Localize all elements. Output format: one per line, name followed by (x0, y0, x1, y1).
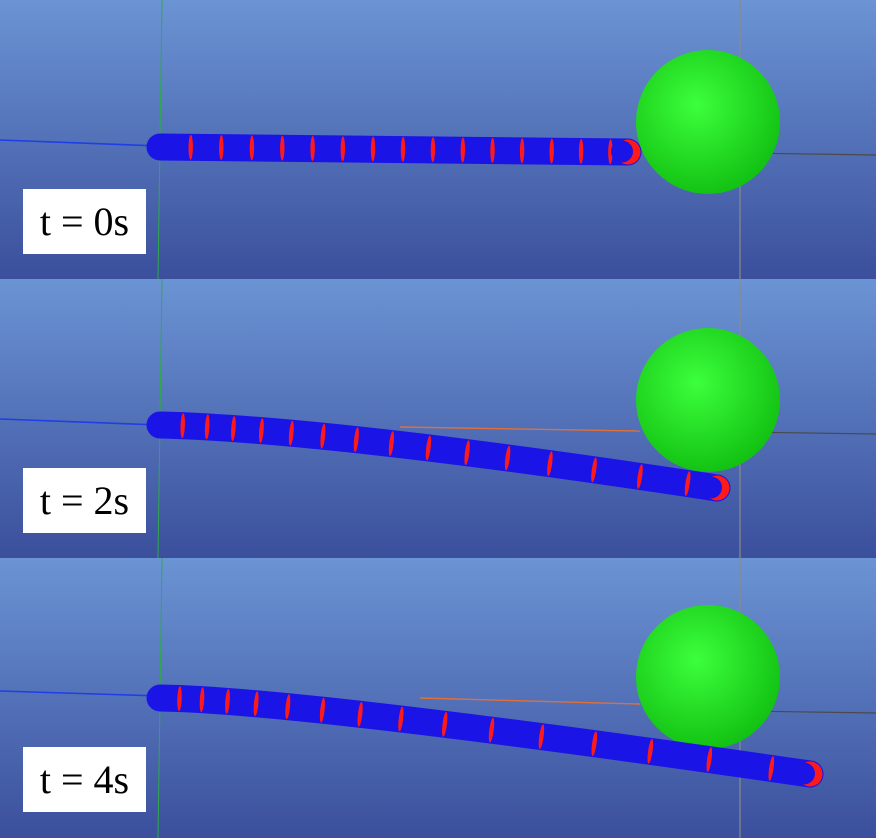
rod-segment-marker (464, 440, 470, 466)
rod-segment-marker (370, 136, 376, 162)
rod-segment-marker (460, 137, 466, 163)
rod-segment-marker (340, 136, 346, 162)
sphere (636, 605, 780, 749)
time-label: t = 0s (23, 189, 146, 254)
rod-segment-marker (591, 731, 598, 757)
rod-segment-marker (253, 691, 259, 717)
rod-segment-marker (538, 724, 545, 749)
rod-segment-marker (488, 717, 495, 743)
rod-segment-marker (357, 701, 363, 727)
rod-tip-inner (611, 140, 633, 163)
contact-line (399, 426, 641, 432)
frame-t0: t = 0s (0, 0, 876, 279)
rod-segment-marker (430, 137, 436, 163)
rod-segment-marker (180, 413, 185, 439)
frame-t2: t = 2s (0, 279, 876, 558)
rod-segment-marker (177, 686, 182, 712)
rod-segment-marker (219, 135, 224, 160)
scene-t0 (0, 0, 876, 279)
rod (146, 411, 731, 502)
guide-line (0, 418, 161, 426)
scene-t4 (0, 558, 876, 838)
rod-segment-marker (547, 451, 553, 477)
rod-segment-marker (504, 445, 511, 471)
rod-segment-marker (280, 135, 285, 161)
rod-segment-marker (249, 135, 255, 161)
guide-line (0, 139, 161, 147)
rod-segment-marker (490, 137, 495, 163)
rod-segment-marker (578, 138, 584, 164)
rod-segment-marker (442, 711, 448, 737)
rod-segment-marker (320, 423, 326, 449)
rod-segment-marker (388, 431, 395, 457)
rod-segment-marker (398, 706, 404, 732)
rod-segment-marker (519, 138, 525, 164)
rod-segment-marker (400, 136, 406, 162)
rod-segment-marker (353, 427, 359, 453)
rod-segment-marker (647, 738, 654, 764)
frame-t4: t = 4s (0, 558, 876, 838)
rod-segment-marker (608, 139, 613, 165)
rod-segment-marker (288, 420, 294, 446)
rod-segment-marker (231, 416, 236, 442)
sphere (636, 328, 780, 472)
rod-segment-marker (310, 135, 315, 161)
rod-segment-marker (258, 418, 264, 444)
contact-line (419, 697, 641, 705)
rod-segment-marker (768, 756, 775, 781)
rod-tip-inner (793, 762, 815, 785)
rod (146, 684, 824, 788)
rod-segment-marker (204, 414, 210, 440)
rod-segment-marker (285, 694, 291, 720)
rod (146, 133, 642, 166)
rod-segment-marker (199, 687, 205, 713)
rod-segment-marker (637, 464, 643, 489)
rod-segment-marker (706, 747, 713, 772)
rod-segment-marker (684, 471, 691, 496)
rod-segment-marker (425, 435, 432, 461)
scene-t2 (0, 279, 876, 558)
guide-line (0, 690, 161, 697)
sphere (636, 50, 780, 194)
rod-segment-marker (319, 697, 325, 723)
rod-segment-marker (549, 138, 554, 164)
rod-segment-marker (225, 688, 230, 714)
rod-segment-marker (591, 457, 597, 483)
time-label: t = 2s (23, 468, 146, 533)
time-label: t = 4s (23, 747, 146, 812)
rod-segment-marker (188, 134, 193, 160)
rod-tip-inner (700, 476, 722, 499)
